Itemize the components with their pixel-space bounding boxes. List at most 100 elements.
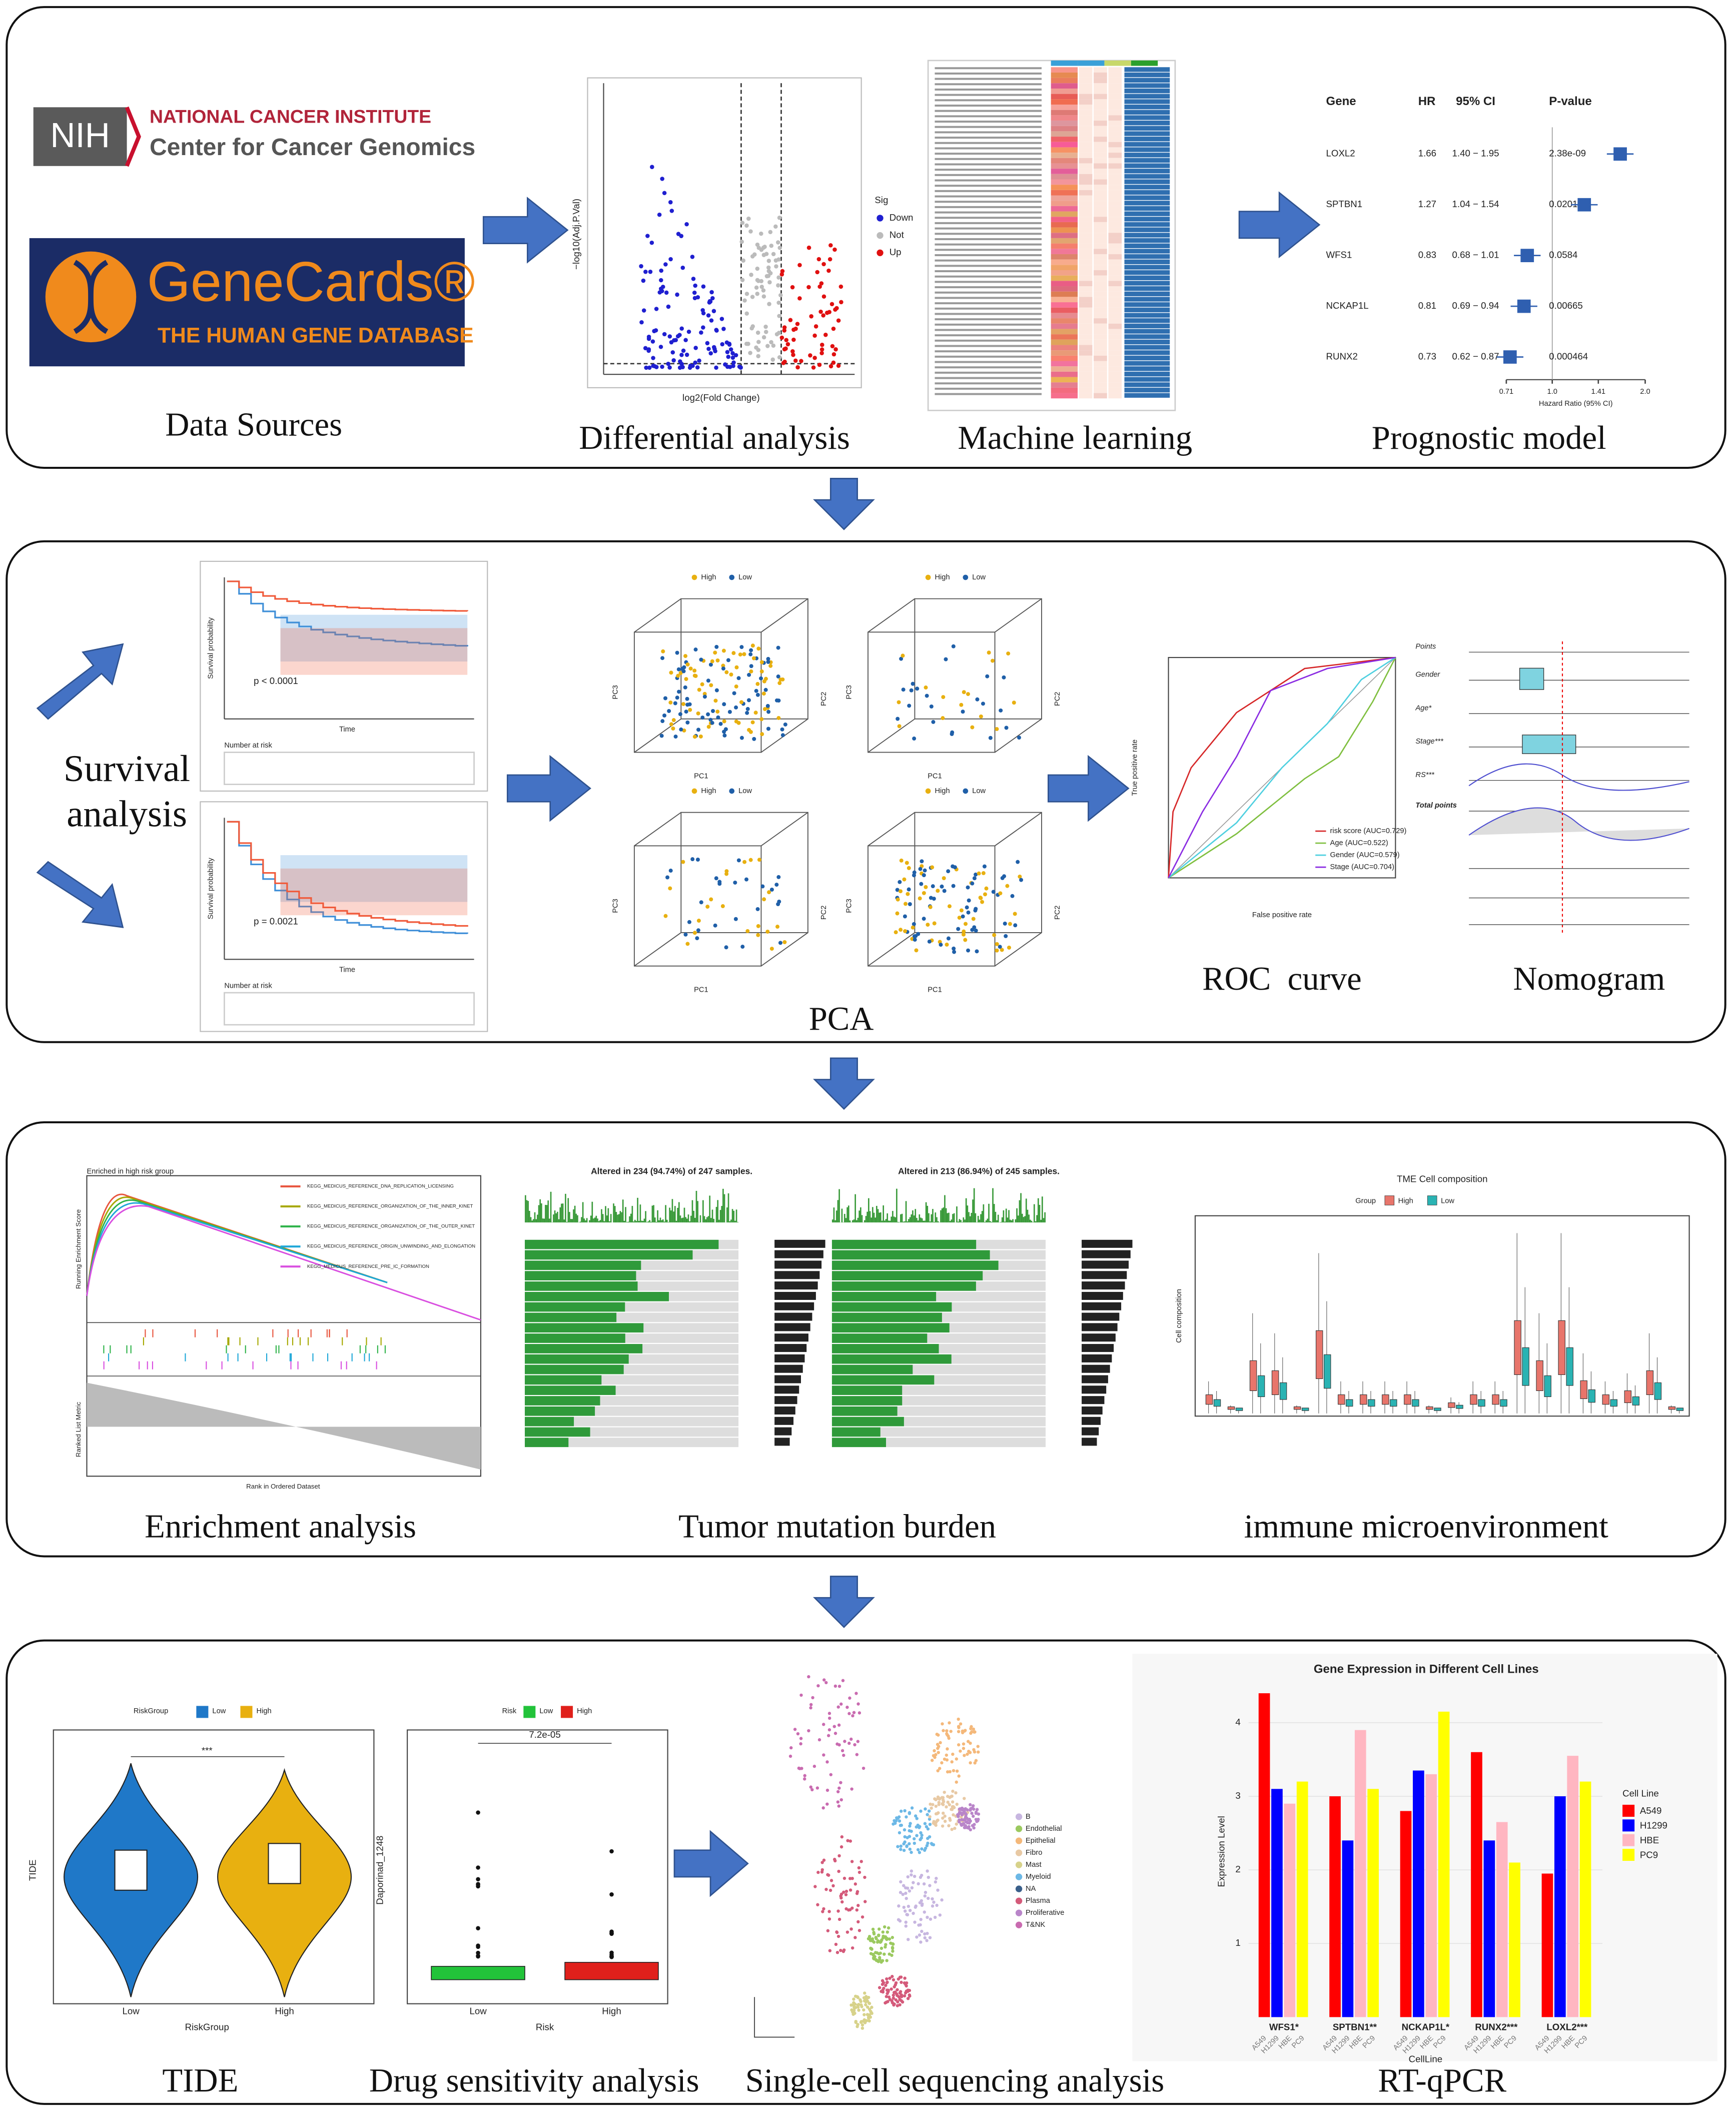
cell <box>1108 179 1122 185</box>
burden-bar <box>953 1213 955 1223</box>
cell-point <box>926 1931 929 1935</box>
cell-point <box>798 1767 801 1770</box>
cell-point <box>967 1740 970 1743</box>
point <box>680 265 685 270</box>
cell <box>1079 371 1093 377</box>
ci: 0.69 − 0.94 <box>1452 300 1499 311</box>
section-label: RT-qPCR <box>1378 2062 1506 2099</box>
point <box>679 727 683 732</box>
burden-bar <box>913 1215 915 1223</box>
burden-bar <box>686 1218 688 1223</box>
bar <box>1284 1803 1296 2017</box>
row-label <box>935 110 1042 112</box>
cell-point <box>850 1946 854 1950</box>
point <box>780 733 785 738</box>
point <box>797 296 802 301</box>
legend-swatch <box>1015 1813 1023 1820</box>
cell-point <box>900 1823 904 1827</box>
cell-point <box>827 1917 831 1921</box>
cell-point <box>908 1847 912 1851</box>
cell-point <box>833 1684 837 1688</box>
cell-point <box>885 1995 889 1998</box>
umap-plot: BEndothelialEpithelialFibroMastMyeloidNA… <box>754 1675 1064 2038</box>
bar <box>1554 1796 1566 2017</box>
burden-bar <box>949 1221 951 1223</box>
point <box>700 682 704 686</box>
point <box>742 860 747 864</box>
cell <box>1094 153 1107 158</box>
burden-bar <box>925 1202 927 1223</box>
cell-point <box>872 1956 876 1960</box>
cell-point <box>821 1806 825 1810</box>
cell-point <box>940 1761 944 1765</box>
point <box>657 212 662 217</box>
burden-bar <box>625 1207 626 1223</box>
legend-label: risk score (AUC=0.729) <box>1330 827 1407 835</box>
x-tick-label: LOXL2*** <box>1546 2022 1588 2032</box>
legend-swatch <box>1015 1909 1023 1916</box>
cell <box>1108 94 1122 100</box>
cell-point <box>847 1741 851 1745</box>
cell-point <box>926 1813 929 1816</box>
bar <box>1413 1770 1424 2017</box>
cell-point <box>943 1814 947 1818</box>
cell-point <box>926 1869 929 1873</box>
cell-point <box>958 1818 961 1822</box>
cell-point <box>891 1946 895 1950</box>
cell <box>1108 222 1122 228</box>
point <box>820 342 824 347</box>
cell-point <box>837 1804 841 1808</box>
burden-bar <box>1011 1220 1013 1223</box>
burden-bar <box>538 1205 540 1223</box>
cell-point <box>828 1949 832 1952</box>
freq-bar <box>1082 1385 1107 1394</box>
row-label <box>935 185 1042 187</box>
cell <box>1094 206 1107 212</box>
point <box>782 940 787 945</box>
point <box>739 239 744 244</box>
bar-cell <box>1124 206 1170 211</box>
km-curve <box>227 580 468 612</box>
box <box>1227 1406 1235 1410</box>
point <box>761 288 766 293</box>
cell-point <box>977 1750 980 1754</box>
cell-point <box>913 1837 916 1841</box>
row-label <box>935 83 1042 86</box>
point <box>755 907 760 911</box>
point <box>724 869 729 874</box>
box <box>1519 667 1544 690</box>
burden-bar <box>905 1201 907 1223</box>
cell <box>1094 238 1107 244</box>
point <box>981 701 986 706</box>
burden-bar <box>605 1206 606 1223</box>
cell-point <box>969 1803 972 1807</box>
point <box>966 885 970 890</box>
point <box>761 335 766 340</box>
cell-point <box>884 1983 888 1987</box>
cell-point <box>839 1781 842 1784</box>
point <box>1016 860 1020 864</box>
point <box>693 673 698 678</box>
box <box>564 1962 659 1980</box>
dna-icon <box>73 260 109 334</box>
point <box>972 876 977 881</box>
point <box>686 329 691 334</box>
cell-point <box>906 1996 910 2000</box>
cell-point <box>867 2001 872 2005</box>
bar-cell <box>1124 393 1170 398</box>
cell-point <box>973 1761 977 1765</box>
row-label <box>935 334 1042 337</box>
cell <box>1094 222 1107 228</box>
cell-point <box>892 1978 896 1982</box>
point <box>776 902 780 907</box>
bar <box>1567 1756 1579 2017</box>
cell-point <box>850 1876 854 1880</box>
box <box>1360 1394 1367 1405</box>
cell-point <box>914 1814 918 1818</box>
cell-point <box>887 1926 891 1930</box>
cell-point <box>901 1892 905 1896</box>
tick-label: Low <box>122 2006 140 2016</box>
point <box>724 945 728 950</box>
point <box>819 347 824 352</box>
